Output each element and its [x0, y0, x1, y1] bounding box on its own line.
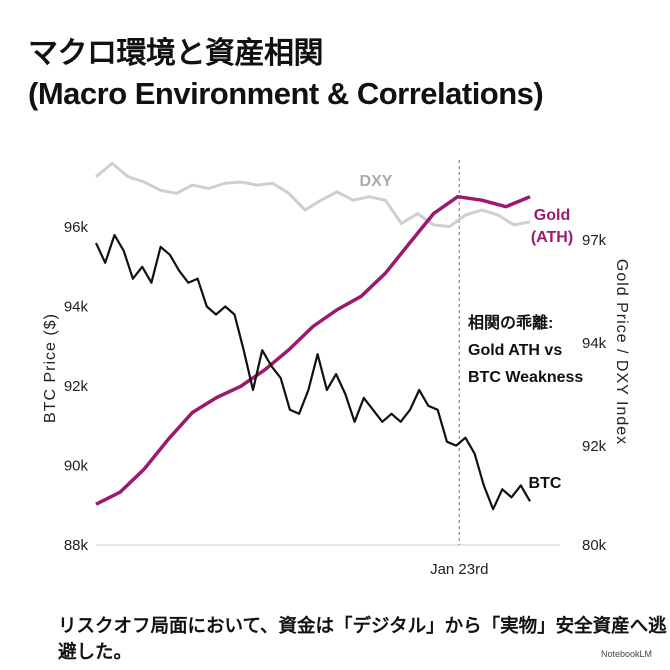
btc-series-line — [95, 233, 531, 511]
y2-tick-label: 97k — [582, 232, 607, 249]
y-tick-label: 94k — [64, 299, 89, 316]
x-tick-label: Jan 23rd — [430, 561, 488, 578]
notebooklm-credit: NotebookLM — [601, 649, 653, 659]
dxy-series-line — [95, 161, 531, 229]
divergence-annotation: 相関の乖離: Gold ATH vs BTC Weakness — [468, 313, 583, 386]
y-tick-label: 92k — [64, 378, 89, 395]
title-japanese: マクロ環境と資産相関 — [28, 37, 324, 70]
dxy-label: DXY — [360, 173, 393, 190]
y2-axis-title: Gold Price / DXY Index — [613, 259, 630, 445]
y-tick-label: 88k — [64, 537, 89, 554]
y-axis-title: BTC Price ($) — [42, 313, 59, 423]
y-tick-label: 96k — [64, 219, 89, 236]
gold-series-line — [95, 194, 531, 506]
y2-tick-label: 92k — [582, 438, 607, 455]
title-english: (Macro Environment & Correlations) — [28, 76, 544, 111]
y2-tick-label: 80k — [582, 537, 607, 554]
footer-caption: リスクオフ局面において、資金は「デジタル」から「実物」安全資産へ逃避した。 — [58, 615, 667, 662]
gold-label: Gold (ATH) — [531, 207, 573, 246]
y-tick-label: 90k — [64, 458, 89, 475]
y2-tick-label: 94k — [582, 335, 607, 352]
btc-label: BTC — [529, 475, 562, 492]
